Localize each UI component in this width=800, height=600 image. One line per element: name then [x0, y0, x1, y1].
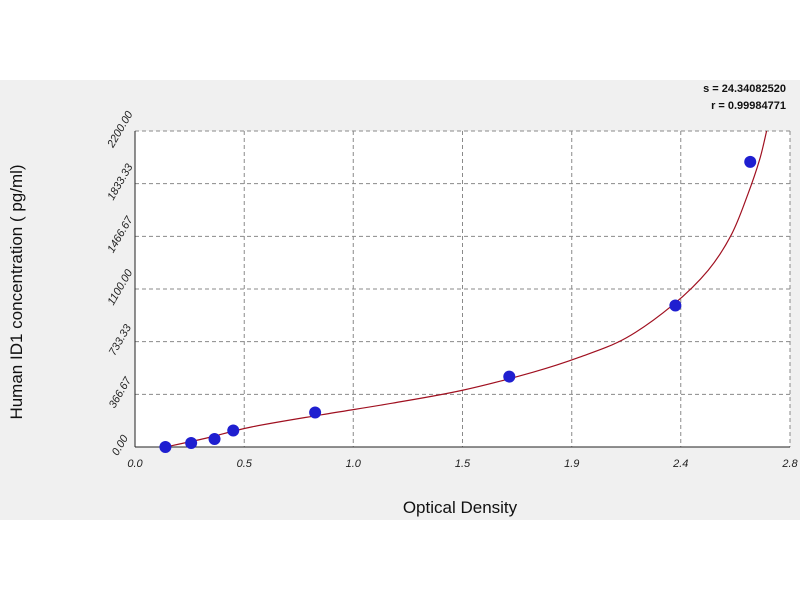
- grid-lines: [135, 130, 791, 447]
- x-tick-label: 2.4: [672, 458, 688, 470]
- x-tick-label: 0.5: [237, 458, 253, 470]
- y-tick-label: 0.00: [110, 432, 132, 457]
- x-tick-label: 1.5: [455, 458, 471, 470]
- data-points: [159, 155, 757, 453]
- x-tick-labels: 0.0 0.5 1.0 1.5 1.9 2.4 2.8: [127, 458, 798, 470]
- y-tick-labels: 0.00 366.67 733.33 1100.00 1466.67 1833.33 220…: [105, 109, 136, 458]
- y-tick-label: 1833.33: [105, 161, 136, 202]
- x-tick-label: 0.0: [127, 458, 143, 470]
- fit-curve: [165, 130, 768, 448]
- data-point: [744, 155, 757, 168]
- x-axis-label: Optical Density: [403, 498, 518, 517]
- stat-s: s = 24.34082520: [703, 83, 786, 95]
- data-point: [669, 299, 682, 312]
- data-point: [503, 370, 516, 383]
- y-axis-label: Human ID1 concentration ( pg/ml): [7, 164, 26, 419]
- data-point: [185, 436, 198, 449]
- stat-r: r = 0.99984771: [711, 100, 786, 112]
- x-tick-label: 2.8: [781, 458, 798, 470]
- data-point: [227, 424, 240, 437]
- x-tick-label: 1.0: [346, 458, 362, 470]
- data-point: [208, 432, 221, 445]
- x-tick-label: 1.9: [564, 458, 579, 470]
- y-tick-label: 1466.67: [105, 214, 136, 255]
- data-point: [159, 441, 172, 453]
- y-tick-label: 2200.00: [105, 109, 136, 151]
- data-point: [309, 406, 322, 419]
- y-tick-label: 1100.00: [105, 267, 135, 307]
- y-tick-label: 366.67: [107, 375, 135, 411]
- y-tick-label: 733.33: [107, 322, 135, 358]
